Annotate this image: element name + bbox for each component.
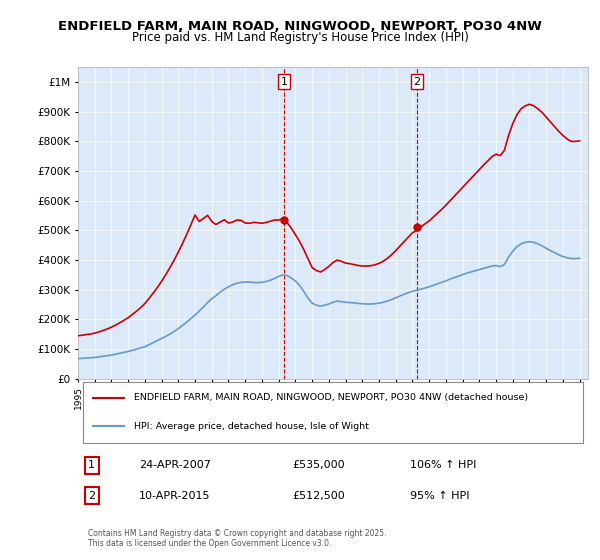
FancyBboxPatch shape (83, 382, 583, 444)
Text: 1: 1 (280, 77, 287, 87)
Text: 1: 1 (88, 460, 95, 470)
Text: 10-APR-2015: 10-APR-2015 (139, 491, 211, 501)
Text: Contains HM Land Registry data © Crown copyright and database right 2025.
This d: Contains HM Land Registry data © Crown c… (88, 529, 387, 548)
Text: HPI: Average price, detached house, Isle of Wight: HPI: Average price, detached house, Isle… (134, 422, 369, 431)
Text: 24-APR-2007: 24-APR-2007 (139, 460, 211, 470)
Text: ENDFIELD FARM, MAIN ROAD, NINGWOOD, NEWPORT, PO30 4NW (detached house): ENDFIELD FARM, MAIN ROAD, NINGWOOD, NEWP… (134, 393, 528, 403)
Text: 106% ↑ HPI: 106% ↑ HPI (409, 460, 476, 470)
Text: 2: 2 (413, 77, 421, 87)
Text: 95% ↑ HPI: 95% ↑ HPI (409, 491, 469, 501)
Text: £512,500: £512,500 (292, 491, 345, 501)
Text: £535,000: £535,000 (292, 460, 345, 470)
Text: 2: 2 (88, 491, 95, 501)
Text: Price paid vs. HM Land Registry's House Price Index (HPI): Price paid vs. HM Land Registry's House … (131, 31, 469, 44)
Text: ENDFIELD FARM, MAIN ROAD, NINGWOOD, NEWPORT, PO30 4NW: ENDFIELD FARM, MAIN ROAD, NINGWOOD, NEWP… (58, 20, 542, 32)
